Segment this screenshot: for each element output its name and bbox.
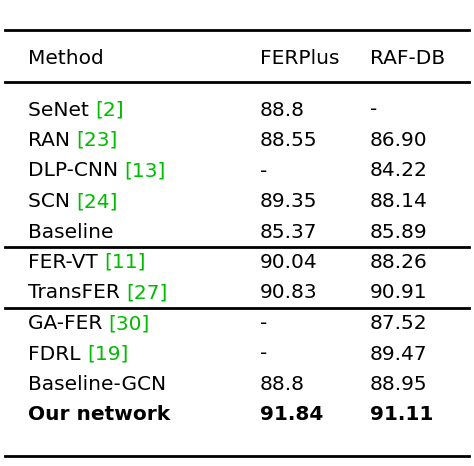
Text: 88.8: 88.8	[260, 101, 305, 119]
Text: [13]: [13]	[125, 162, 166, 180]
Text: 91.11: 91.11	[370, 405, 433, 425]
Text: [27]: [27]	[126, 283, 168, 302]
Text: 88.26: 88.26	[370, 253, 428, 272]
Text: GA-FER: GA-FER	[28, 314, 109, 333]
Text: 88.95: 88.95	[370, 375, 428, 394]
Text: 85.37: 85.37	[260, 222, 318, 241]
Text: FDRL: FDRL	[28, 344, 87, 363]
Text: 89.47: 89.47	[370, 344, 428, 363]
Text: RAF-DB: RAF-DB	[370, 48, 445, 68]
Text: Baseline-GCN: Baseline-GCN	[28, 375, 166, 394]
Text: 90.83: 90.83	[260, 283, 318, 302]
Text: TransFER: TransFER	[28, 283, 126, 302]
Text: -: -	[260, 162, 267, 180]
Text: DLP-CNN: DLP-CNN	[28, 162, 125, 180]
Text: 89.35: 89.35	[260, 192, 318, 211]
Text: 88.14: 88.14	[370, 192, 428, 211]
Text: 87.52: 87.52	[370, 314, 428, 333]
Text: FER-VT: FER-VT	[28, 253, 104, 272]
Text: Our network: Our network	[28, 405, 170, 425]
Text: [30]: [30]	[109, 314, 150, 333]
Text: SCN: SCN	[28, 192, 76, 211]
Text: [2]: [2]	[95, 101, 124, 119]
Text: 90.91: 90.91	[370, 283, 428, 302]
Text: Method: Method	[28, 48, 104, 68]
Text: [24]: [24]	[76, 192, 118, 211]
Text: 84.22: 84.22	[370, 162, 428, 180]
Text: 91.84: 91.84	[260, 405, 323, 425]
Text: [19]: [19]	[87, 344, 128, 363]
Text: [23]: [23]	[76, 131, 118, 150]
Text: 86.90: 86.90	[370, 131, 428, 150]
Text: -: -	[260, 314, 267, 333]
Text: RAN: RAN	[28, 131, 76, 150]
Text: [11]: [11]	[104, 253, 146, 272]
Text: 90.04: 90.04	[260, 253, 318, 272]
Text: -: -	[370, 101, 377, 119]
Text: FERPlus: FERPlus	[260, 48, 339, 68]
Text: -: -	[260, 344, 267, 363]
Text: Baseline: Baseline	[28, 222, 113, 241]
Text: 88.55: 88.55	[260, 131, 318, 150]
Text: 85.89: 85.89	[370, 222, 428, 241]
Text: 88.8: 88.8	[260, 375, 305, 394]
Text: SeNet: SeNet	[28, 101, 95, 119]
